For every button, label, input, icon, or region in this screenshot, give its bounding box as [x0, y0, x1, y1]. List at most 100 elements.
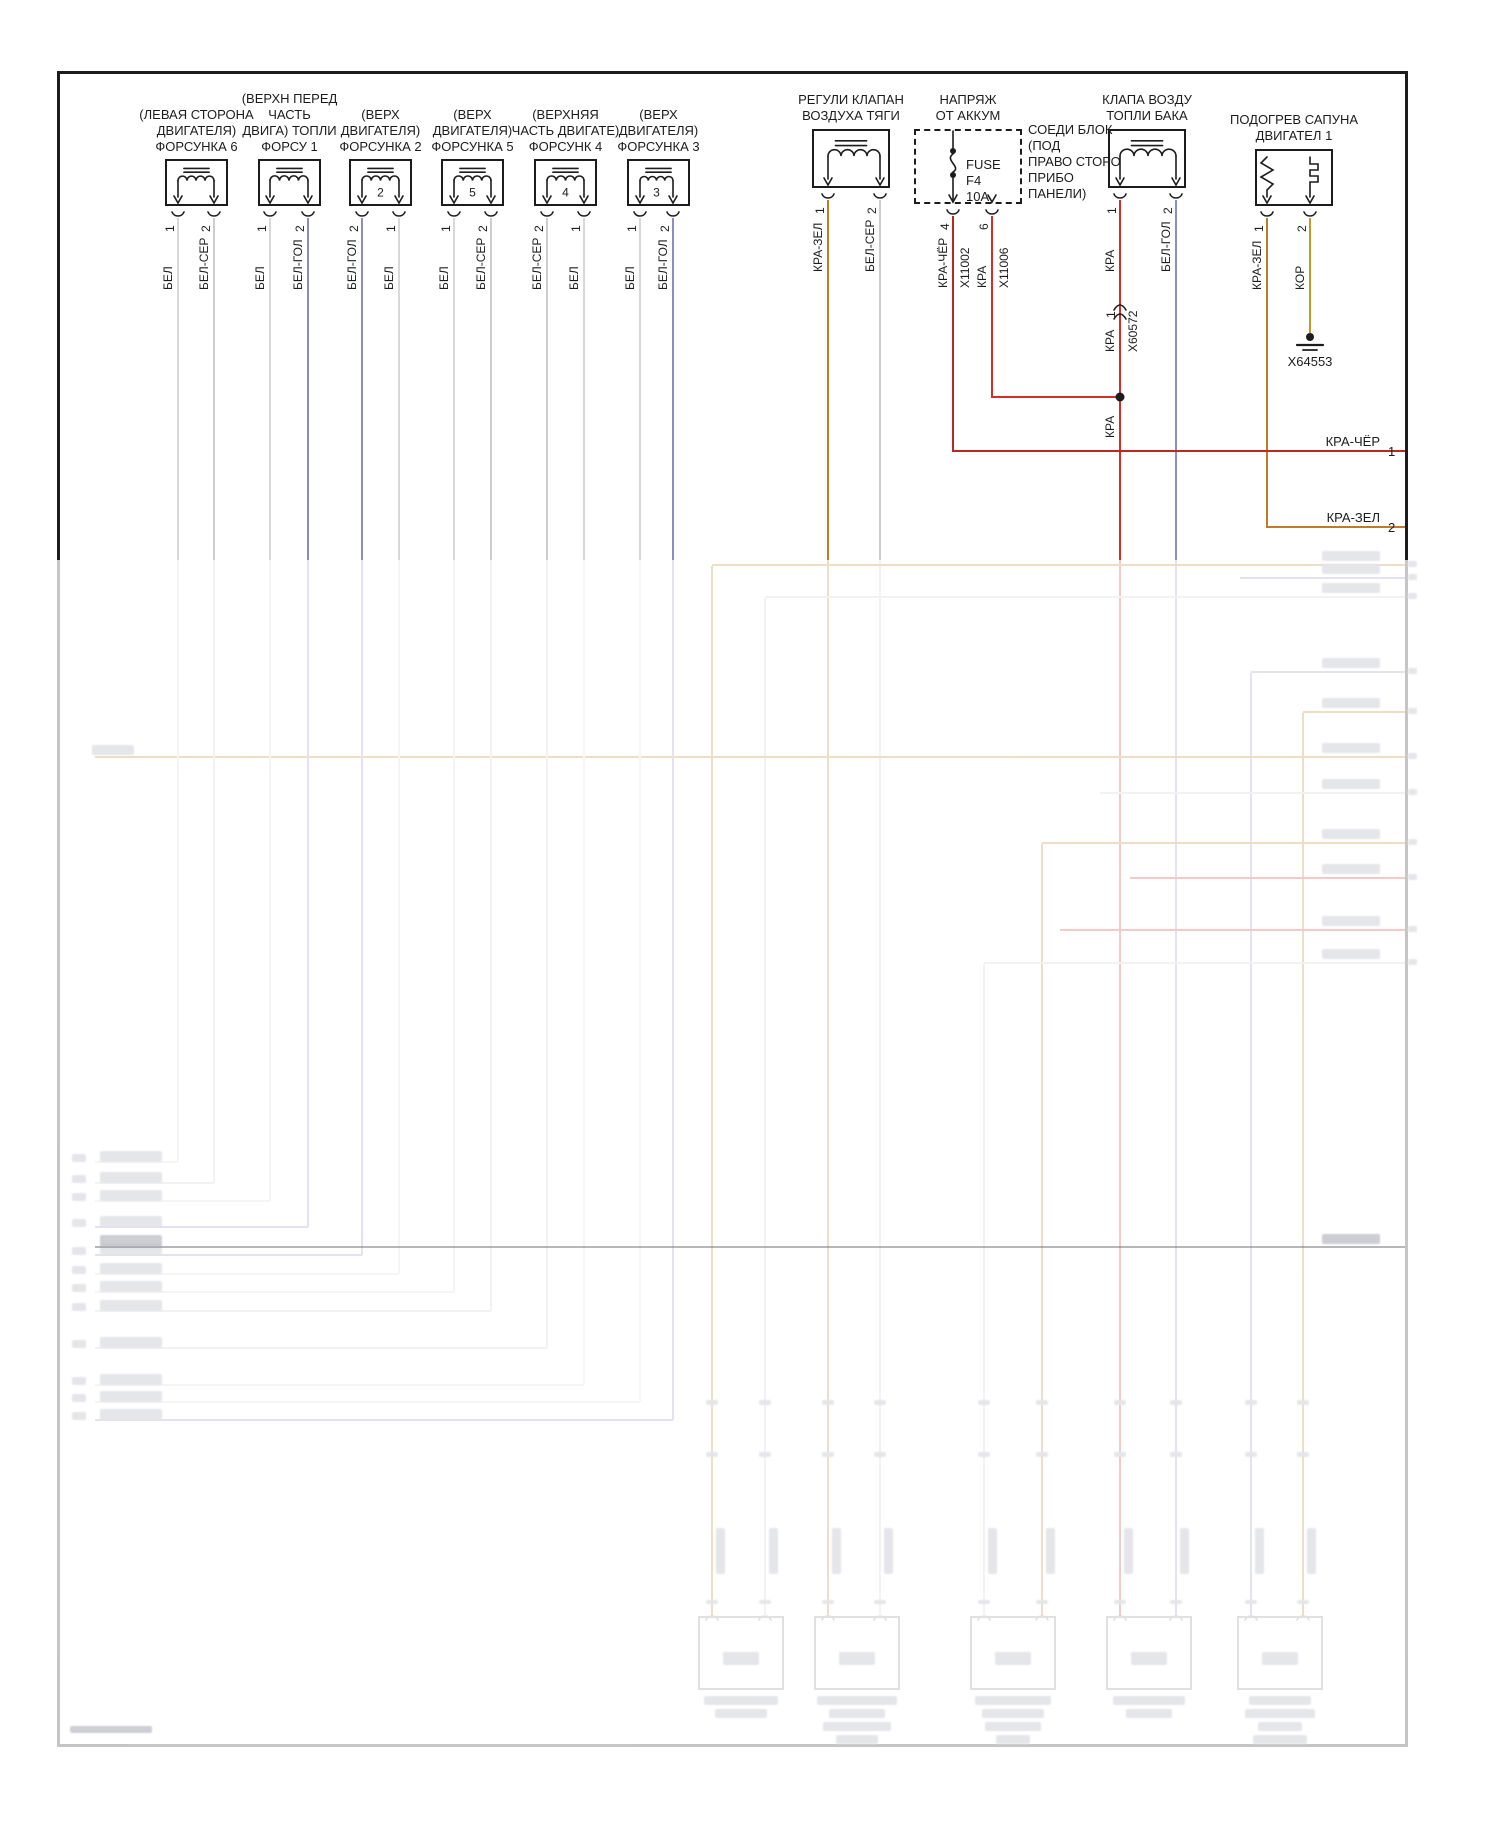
component-label: ПОДОГРЕВ САПУНА ДВИГАТЕЛ 1	[1199, 112, 1389, 144]
faded-pin-tick	[1408, 561, 1417, 567]
faded-wire-horizontal	[95, 1384, 584, 1386]
faded-wire-horizontal	[95, 1200, 270, 1202]
wire-vertical	[991, 216, 993, 398]
wire-color-label: БЕЛ	[161, 266, 175, 290]
pin-number: 2	[293, 225, 307, 232]
faded-wire-horizontal	[95, 1226, 308, 1228]
faded-wire-vertical	[879, 560, 881, 1616]
faded-wire-horizontal	[95, 1273, 399, 1275]
faded-wire-horizontal	[984, 962, 1405, 964]
faded-pin-tick	[1408, 574, 1417, 580]
faded-wire-horizontal	[95, 1182, 214, 1184]
component-label-line: ФОРСУНКА 3	[617, 139, 700, 154]
fuse-dot	[950, 148, 956, 154]
wire-color-label: КРА	[1103, 415, 1117, 438]
faded-wire-vertical	[177, 560, 179, 1162]
pin-socket-icon	[873, 193, 887, 199]
faded-pin-tick	[1245, 1600, 1257, 1604]
wire-vertical	[453, 218, 455, 560]
faded-wire-label	[1322, 743, 1380, 753]
wire-color-label: БЕЛ-ГОЛ	[1159, 221, 1173, 272]
wire-vertical	[177, 218, 179, 560]
faded-wire-horizontal	[712, 564, 1405, 566]
faded-box-caption-line	[829, 1709, 885, 1718]
faded-left-pin-number	[72, 1412, 86, 1420]
component-label: НАПРЯЖ ОТ АККУМ	[873, 92, 1063, 124]
faded-wire-horizontal	[95, 1254, 362, 1256]
faded-box-caption-line	[975, 1696, 1051, 1705]
wire-vertical	[361, 218, 363, 560]
faded-left-label	[100, 1337, 162, 1348]
pin-socket-icon	[447, 211, 461, 217]
idle-air-valve-box	[812, 129, 890, 188]
component-label-line: ФОРСУНК 4	[528, 139, 603, 154]
faded-pin-tick	[1408, 753, 1417, 759]
pin-socket-icon	[392, 211, 406, 217]
junction-block-note-line: СОЕДИ БЛОК	[1028, 122, 1113, 137]
border-bottom	[57, 1743, 1408, 1747]
coil-icon	[453, 175, 492, 182]
coil-arrow-icon	[173, 195, 183, 205]
coil-arrow-icon	[394, 195, 404, 205]
injector-number: 5	[469, 186, 476, 200]
faded-wire-label	[100, 1235, 162, 1246]
faded-wire-side-label	[716, 1528, 725, 1574]
faded-wire-label	[92, 745, 134, 755]
coil-arrow-icon	[449, 195, 459, 205]
faded-wire-side-label	[1046, 1528, 1055, 1574]
pin-socket-icon	[666, 211, 680, 217]
right-tap-pin: 1	[1388, 444, 1396, 459]
faded-left-pin-number	[72, 1340, 86, 1348]
component-label-line: ДВИГА) ТОПЛИ	[242, 123, 337, 138]
wire-horizontal	[1267, 526, 1405, 528]
faded-left-label	[100, 1409, 162, 1420]
faded-wire-horizontal	[1251, 671, 1405, 673]
pin-socket-icon	[355, 211, 369, 217]
inline-connector-id: X60572	[1126, 310, 1140, 352]
faded-pin-tick	[1408, 959, 1417, 965]
faded-pin-tick	[1408, 708, 1417, 714]
coil-arrow-icon	[486, 195, 496, 205]
injector-6-box	[165, 159, 228, 206]
ground-dot-icon	[1306, 333, 1314, 341]
heater-arrow-icon	[1305, 195, 1315, 205]
faded-connector-mark	[822, 1400, 834, 1405]
faded-box-caption-line	[817, 1696, 897, 1705]
border-right-upper	[1404, 72, 1408, 560]
faded-connector-mark	[1036, 1452, 1048, 1457]
faded-wire-side-label	[1255, 1528, 1264, 1574]
component-label-line: ДВИГАТЕЛЯ)	[340, 123, 421, 138]
faded-pin-tick	[1408, 874, 1417, 880]
faded-wire-vertical	[1041, 844, 1043, 1616]
wire-vertical	[1266, 218, 1268, 528]
faded-pin-tick	[1170, 1600, 1182, 1604]
faded-wire-vertical	[307, 560, 309, 1227]
faded-left-pin-number	[72, 1175, 86, 1183]
component-label-line: (ВЕРХ	[639, 107, 678, 122]
component-label: (ЛЕВАЯ СТОРОНА ДВИГАТЕЛЯ) ФОРСУНКА 6	[102, 107, 292, 155]
faded-wire-label	[1322, 698, 1380, 708]
heater-arrow-icon	[1262, 195, 1272, 205]
pin-number: 2	[865, 207, 879, 214]
faded-left-pin-number	[72, 1154, 86, 1162]
border-right-lower	[1404, 560, 1408, 1745]
pin-number: 2	[199, 225, 213, 232]
wire-horizontal	[992, 396, 1120, 398]
faded-pin-socket	[1244, 1615, 1258, 1621]
pin-number: 1	[439, 225, 453, 232]
wire-color-label: КРА	[975, 265, 989, 288]
faded-connector-mark	[1114, 1400, 1126, 1405]
faded-connector-mark	[1170, 1400, 1182, 1405]
faded-wire-vertical	[764, 598, 766, 1616]
faded-box-caption-line	[704, 1696, 778, 1705]
faded-connector-mark	[822, 1452, 834, 1457]
pin-number: 2	[1161, 207, 1175, 214]
faded-wire-vertical	[490, 560, 492, 1311]
component-label-line: РЕГУЛИ КЛАПАН	[798, 92, 904, 107]
faded-wire-vertical	[361, 560, 363, 1255]
faded-pin-tick	[1408, 593, 1417, 599]
pin-number: 2	[476, 225, 490, 232]
faded-left-label	[100, 1300, 162, 1311]
